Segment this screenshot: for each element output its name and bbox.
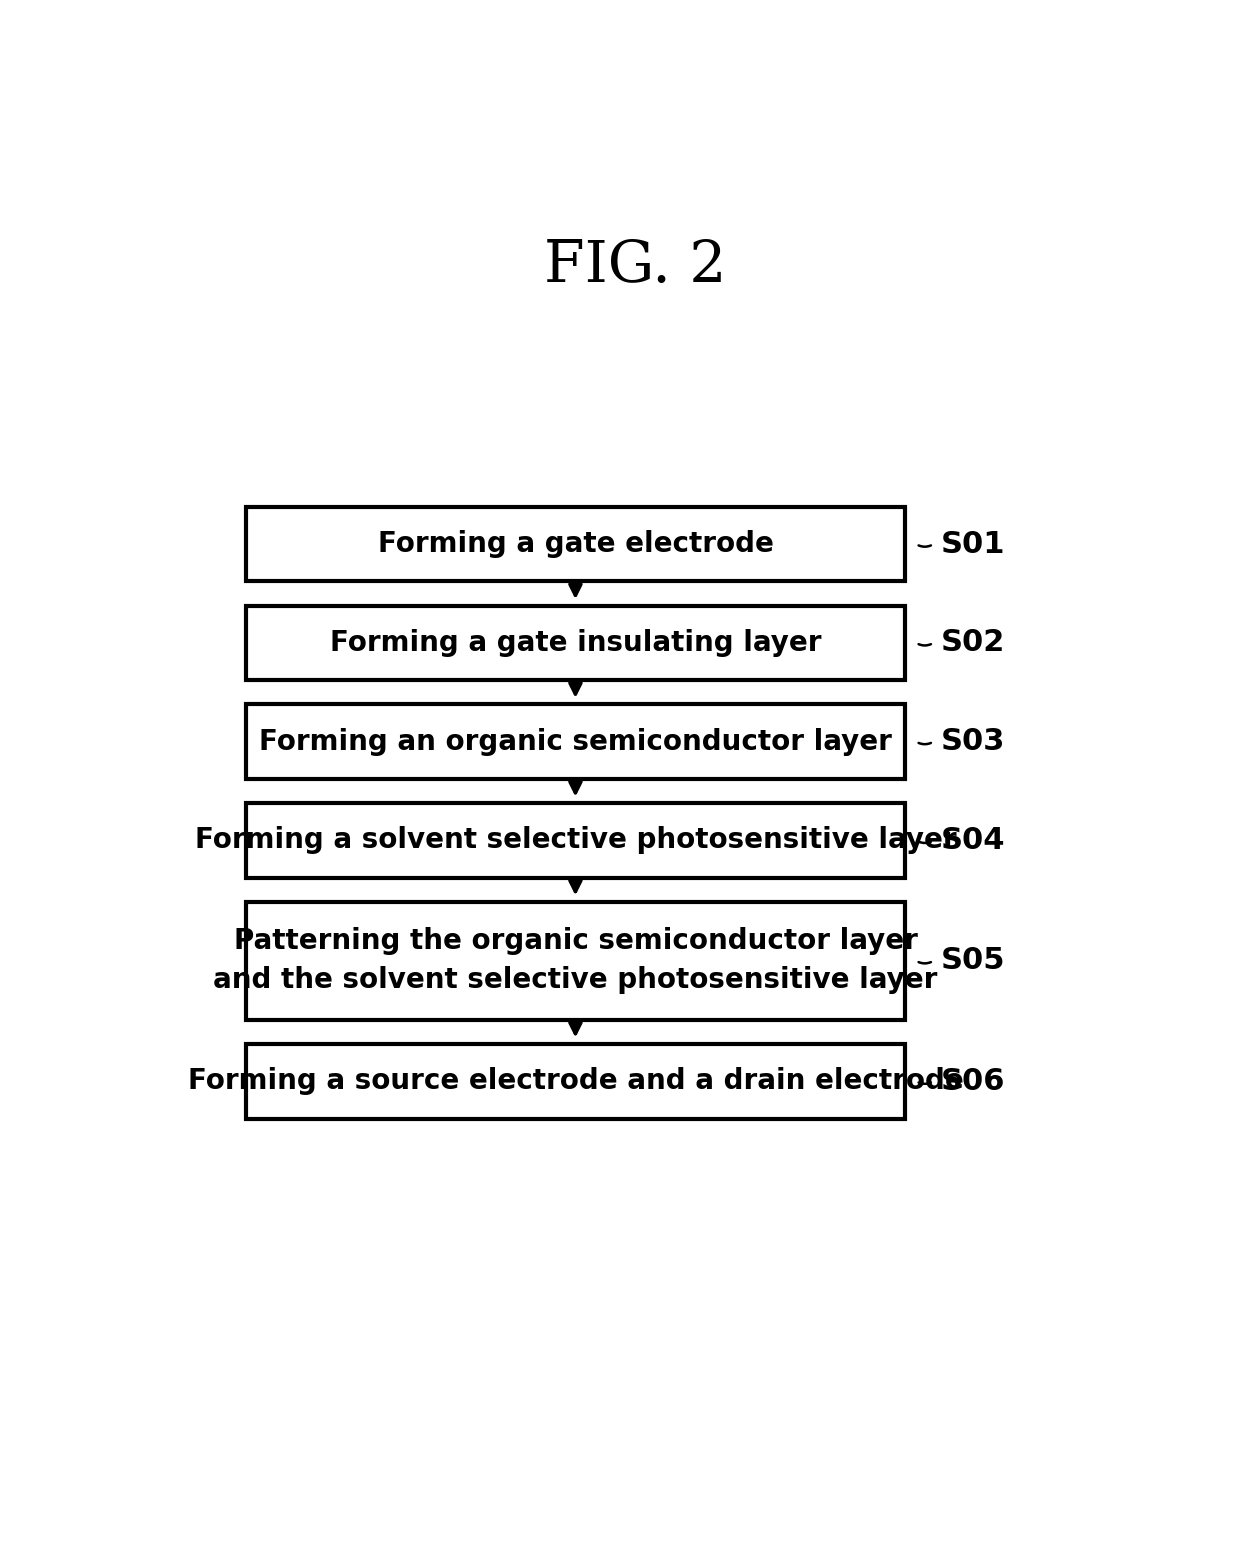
Text: S05: S05: [941, 946, 1006, 976]
Bar: [247, 704, 905, 779]
Bar: [247, 507, 905, 582]
Bar: [247, 1043, 905, 1118]
Text: Forming a source electrode and a drain electrode: Forming a source electrode and a drain e…: [187, 1067, 963, 1095]
Text: FIG. 2: FIG. 2: [544, 238, 727, 294]
Text: S02: S02: [941, 629, 1006, 657]
Bar: [247, 605, 905, 680]
Text: S06: S06: [941, 1067, 1006, 1096]
Bar: [247, 802, 905, 877]
Text: Patterning the organic semiconductor layer
and the solvent selective photosensit: Patterning the organic semiconductor lay…: [213, 927, 937, 995]
Text: S04: S04: [941, 826, 1006, 856]
Text: S03: S03: [941, 727, 1006, 755]
Text: Forming an organic semiconductor layer: Forming an organic semiconductor layer: [259, 727, 892, 755]
Text: Forming a solvent selective photosensitive layer: Forming a solvent selective photosensiti…: [195, 826, 956, 854]
Text: Forming a gate insulating layer: Forming a gate insulating layer: [330, 629, 821, 657]
Text: Forming a gate electrode: Forming a gate electrode: [377, 530, 774, 558]
Text: S01: S01: [941, 530, 1006, 558]
Bar: [247, 902, 905, 1020]
